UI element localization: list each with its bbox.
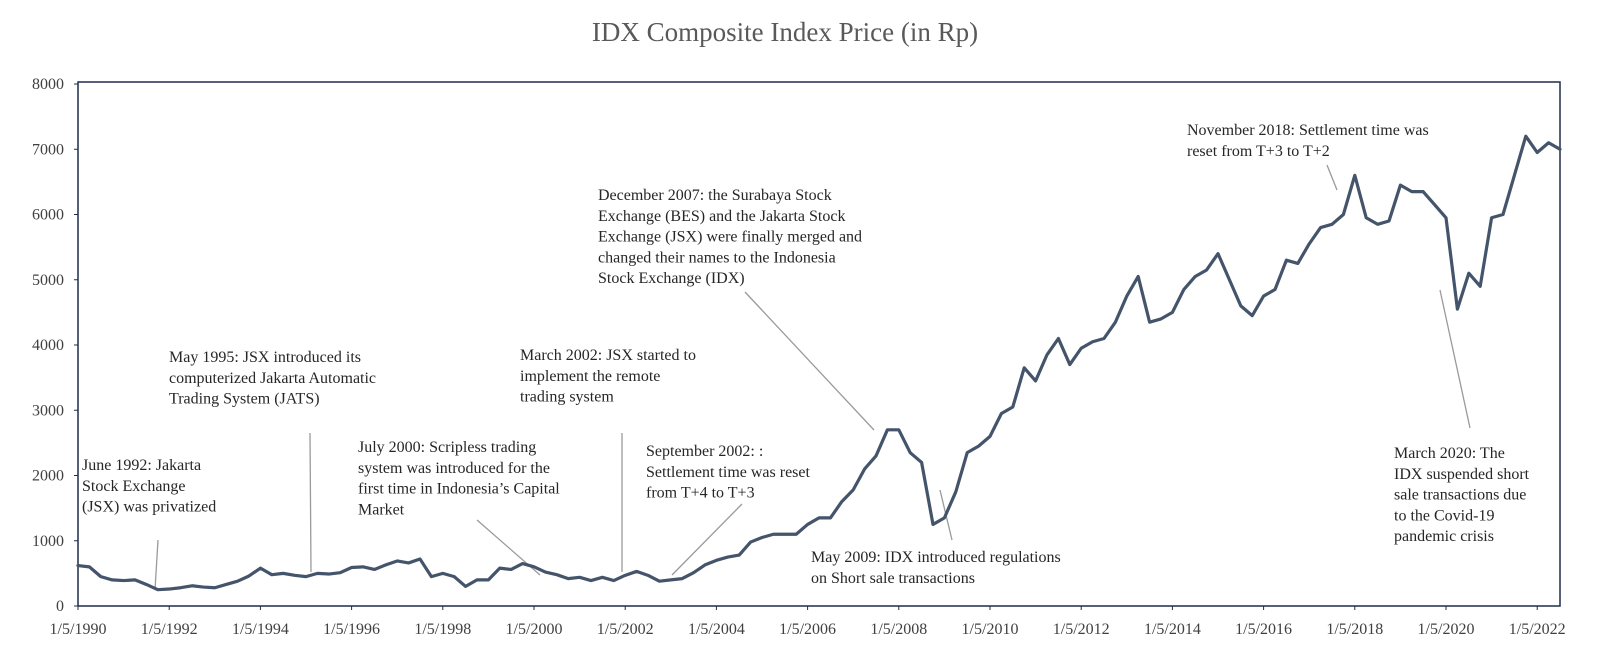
x-tick-label: 1/5/2008 [870, 621, 927, 638]
annotation-text: Stock Exchange [82, 478, 186, 495]
annotation-text: Exchange (JSX) were finally merged and [598, 229, 862, 246]
annotation-text: Exchange (BES) and the Jakarta Stock [598, 208, 845, 225]
plot-frame [77, 81, 1561, 607]
y-tick-label: 8000 [32, 76, 64, 93]
annotation-text: implement the remote [520, 368, 660, 385]
x-tick-label: 1/5/1996 [323, 621, 380, 638]
annotation-text: to the Covid-19 [1394, 507, 1494, 524]
annotation-leader [154, 539, 159, 591]
annotation-text: May 2009: IDX introduced regulations [811, 549, 1061, 566]
x-tick-label: 1/5/2022 [1509, 621, 1566, 638]
annotation-text: March 2020: The [1394, 445, 1505, 462]
x-tick-label: 1/5/1992 [141, 621, 198, 638]
annotation-text: May 1995: JSX introduced its [169, 349, 361, 366]
x-tick-label: 1/5/2020 [1418, 621, 1475, 638]
annotation-text: computerized Jakarta Automatic [169, 370, 376, 387]
annotation-text: (JSX) was privatized [82, 499, 216, 516]
annotation-leader [1326, 164, 1338, 191]
y-tick-label: 1000 [32, 533, 64, 550]
annotation-text: changed their names to the Indonesia [598, 249, 836, 266]
annotation-text: Market [358, 501, 405, 518]
x-tick-label: 1/5/2000 [506, 621, 563, 638]
annotation-text: Trading System (JATS) [169, 391, 320, 408]
y-tick-label: 4000 [32, 337, 64, 354]
y-tick-label: 7000 [32, 141, 64, 158]
annotation-text: IDX suspended short [1394, 466, 1530, 483]
x-tick-label: 1/5/2010 [962, 621, 1019, 638]
y-tick-label: 6000 [32, 207, 64, 224]
annotation-leader [671, 503, 743, 576]
annotation-text: December 2007: the Surabaya Stock [598, 187, 832, 204]
annotation-text: November 2018: Settlement time was [1187, 122, 1429, 139]
x-tick-label: 1/5/2002 [597, 621, 654, 638]
x-tick-label: 1/5/2018 [1326, 621, 1383, 638]
annotation-text: July 2000: Scripless trading [358, 439, 536, 456]
annotation-text: reset from T+3 to T+2 [1187, 143, 1330, 160]
x-tick-label: 1/5/1994 [232, 621, 289, 638]
annotation-text: March 2002: JSX started to [520, 347, 696, 364]
y-tick-label: 5000 [32, 272, 64, 289]
x-tick-label: 1/5/2004 [688, 621, 745, 638]
annotation-text: pandemic crisis [1394, 528, 1494, 545]
x-tick-label: 1/5/1990 [50, 621, 107, 638]
annotation-text: from T+4 to T+3 [646, 485, 755, 502]
x-tick-label: 1/5/2016 [1235, 621, 1292, 638]
annotation-text: September 2002: : [646, 443, 763, 460]
annotation-text: trading system [520, 389, 614, 406]
chart-title: IDX Composite Index Price (in Rp) [592, 17, 978, 47]
annotation-leader [744, 291, 875, 431]
annotation-leader [309, 432, 312, 573]
x-tick-label: 1/5/2014 [1144, 621, 1201, 638]
y-tick-label: 0 [56, 598, 64, 615]
annotation-leader [1439, 289, 1471, 429]
annotation-text: system was introduced for the [358, 460, 550, 477]
annotation-text: sale transactions due [1394, 487, 1526, 504]
annotation-text: Settlement time was reset [646, 464, 811, 481]
x-tick-label: 1/5/1998 [414, 621, 471, 638]
annotation-text: Stock Exchange (IDX) [598, 270, 745, 287]
annotation-text: first time in Indonesia’s Capital [358, 481, 560, 498]
x-tick-label: 1/5/2006 [779, 621, 836, 638]
annotation-text: on Short sale transactions [811, 570, 975, 587]
price-line [76, 134, 1562, 592]
annotation-text: June 1992: Jakarta [82, 457, 201, 474]
y-tick-label: 2000 [32, 468, 64, 485]
x-tick-label: 1/5/2012 [1053, 621, 1110, 638]
y-tick-label: 3000 [32, 402, 64, 419]
